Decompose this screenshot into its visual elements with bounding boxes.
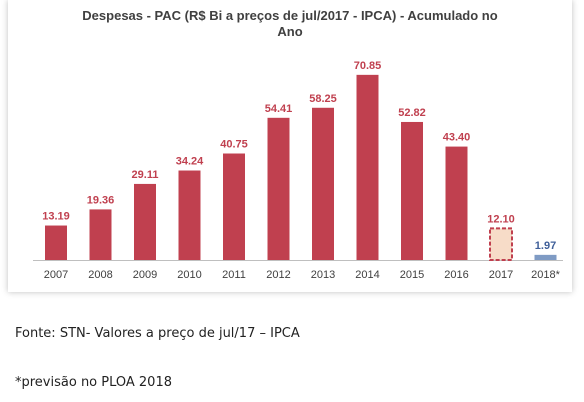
tick-label-2016: 2016	[444, 269, 468, 281]
data-label-2009: 29.11	[132, 169, 159, 181]
data-label-2011: 40.75	[220, 139, 248, 151]
data-label-2013: 58.25	[309, 93, 337, 105]
bar-2011	[223, 153, 245, 260]
bar-2012	[267, 117, 290, 260]
data-label-2016: 43.40	[443, 132, 471, 144]
tick-label-2014: 2014	[355, 269, 379, 281]
data-label-2012: 54.41	[265, 103, 293, 115]
bar-2014	[356, 74, 379, 260]
bar-chart: 13.19 2007 19.36 2008 29.11 2009 34.24 2010 40.7…	[33, 60, 563, 281]
forecast-note: *previsão no PLOA 2018	[15, 375, 172, 390]
tick-label-2008: 2008	[88, 269, 112, 281]
data-label-2017: 12.10	[487, 213, 515, 225]
bar-2015	[401, 121, 423, 260]
chart-title-line2: Ano	[277, 24, 303, 39]
bar-2017	[489, 227, 513, 261]
tick-label-2009: 2009	[133, 269, 157, 281]
tick-label-2013: 2013	[311, 269, 335, 281]
data-label-2007: 13.19	[42, 211, 70, 223]
bar-2018-forecast	[534, 254, 557, 260]
bar-2010	[178, 170, 201, 260]
data-label-2010: 34.24	[176, 156, 204, 168]
tick-label-2017: 2017	[489, 269, 513, 281]
chart-panel: Despesas - PAC (R$ Bi a preços de jul/20…	[8, 0, 572, 292]
data-label-2008: 19.36	[87, 194, 115, 206]
tick-label-2011: 2011	[222, 269, 246, 281]
tick-label-2015: 2015	[400, 269, 424, 281]
data-label-2018-forecast: 1.97	[535, 240, 556, 252]
chart-title: Despesas - PAC (R$ Bi a preços de jul/20…	[82, 8, 498, 23]
tick-label-2018-forecast: 2018*	[531, 269, 560, 281]
bar-2007	[45, 225, 67, 260]
data-label-2014: 70.85	[354, 60, 382, 72]
source-note: Fonte: STN- Valores a preço de jul/17 – …	[15, 326, 300, 341]
tick-label-2010: 2010	[177, 269, 201, 281]
tick-label-2007: 2007	[44, 269, 68, 281]
bar-2008	[89, 209, 112, 260]
bar-2013	[312, 107, 334, 260]
bar-2009	[134, 183, 156, 260]
data-label-2015: 52.82	[398, 107, 426, 119]
tick-label-2012: 2012	[266, 269, 290, 281]
bar-2016	[445, 146, 468, 260]
